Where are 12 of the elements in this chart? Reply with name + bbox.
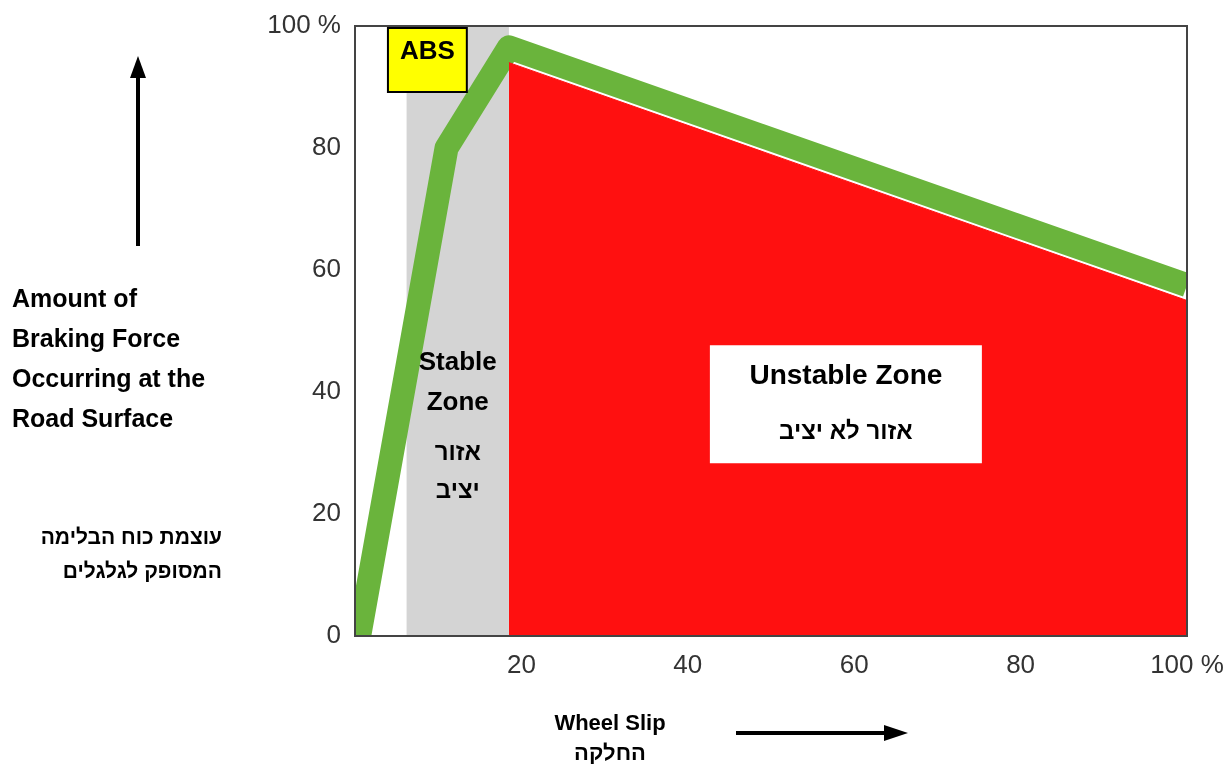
y-tick-label: 40: [312, 375, 341, 406]
x-tick-label: 60: [839, 648, 869, 679]
y-tick-label: 0: [326, 619, 341, 650]
x-tick-label: 40: [673, 648, 703, 679]
x-tick-label: 20: [506, 648, 536, 679]
annotation: ABS: [399, 35, 455, 66]
x-tick-label: 80: [1006, 648, 1036, 679]
y-tick-label: 80: [312, 131, 341, 162]
y-tick-label: 60: [312, 253, 341, 284]
y-tick-label: 20: [312, 497, 341, 528]
x-tick-label: 100 %: [1150, 648, 1224, 679]
y-tick-label: 100 %: [267, 9, 341, 40]
